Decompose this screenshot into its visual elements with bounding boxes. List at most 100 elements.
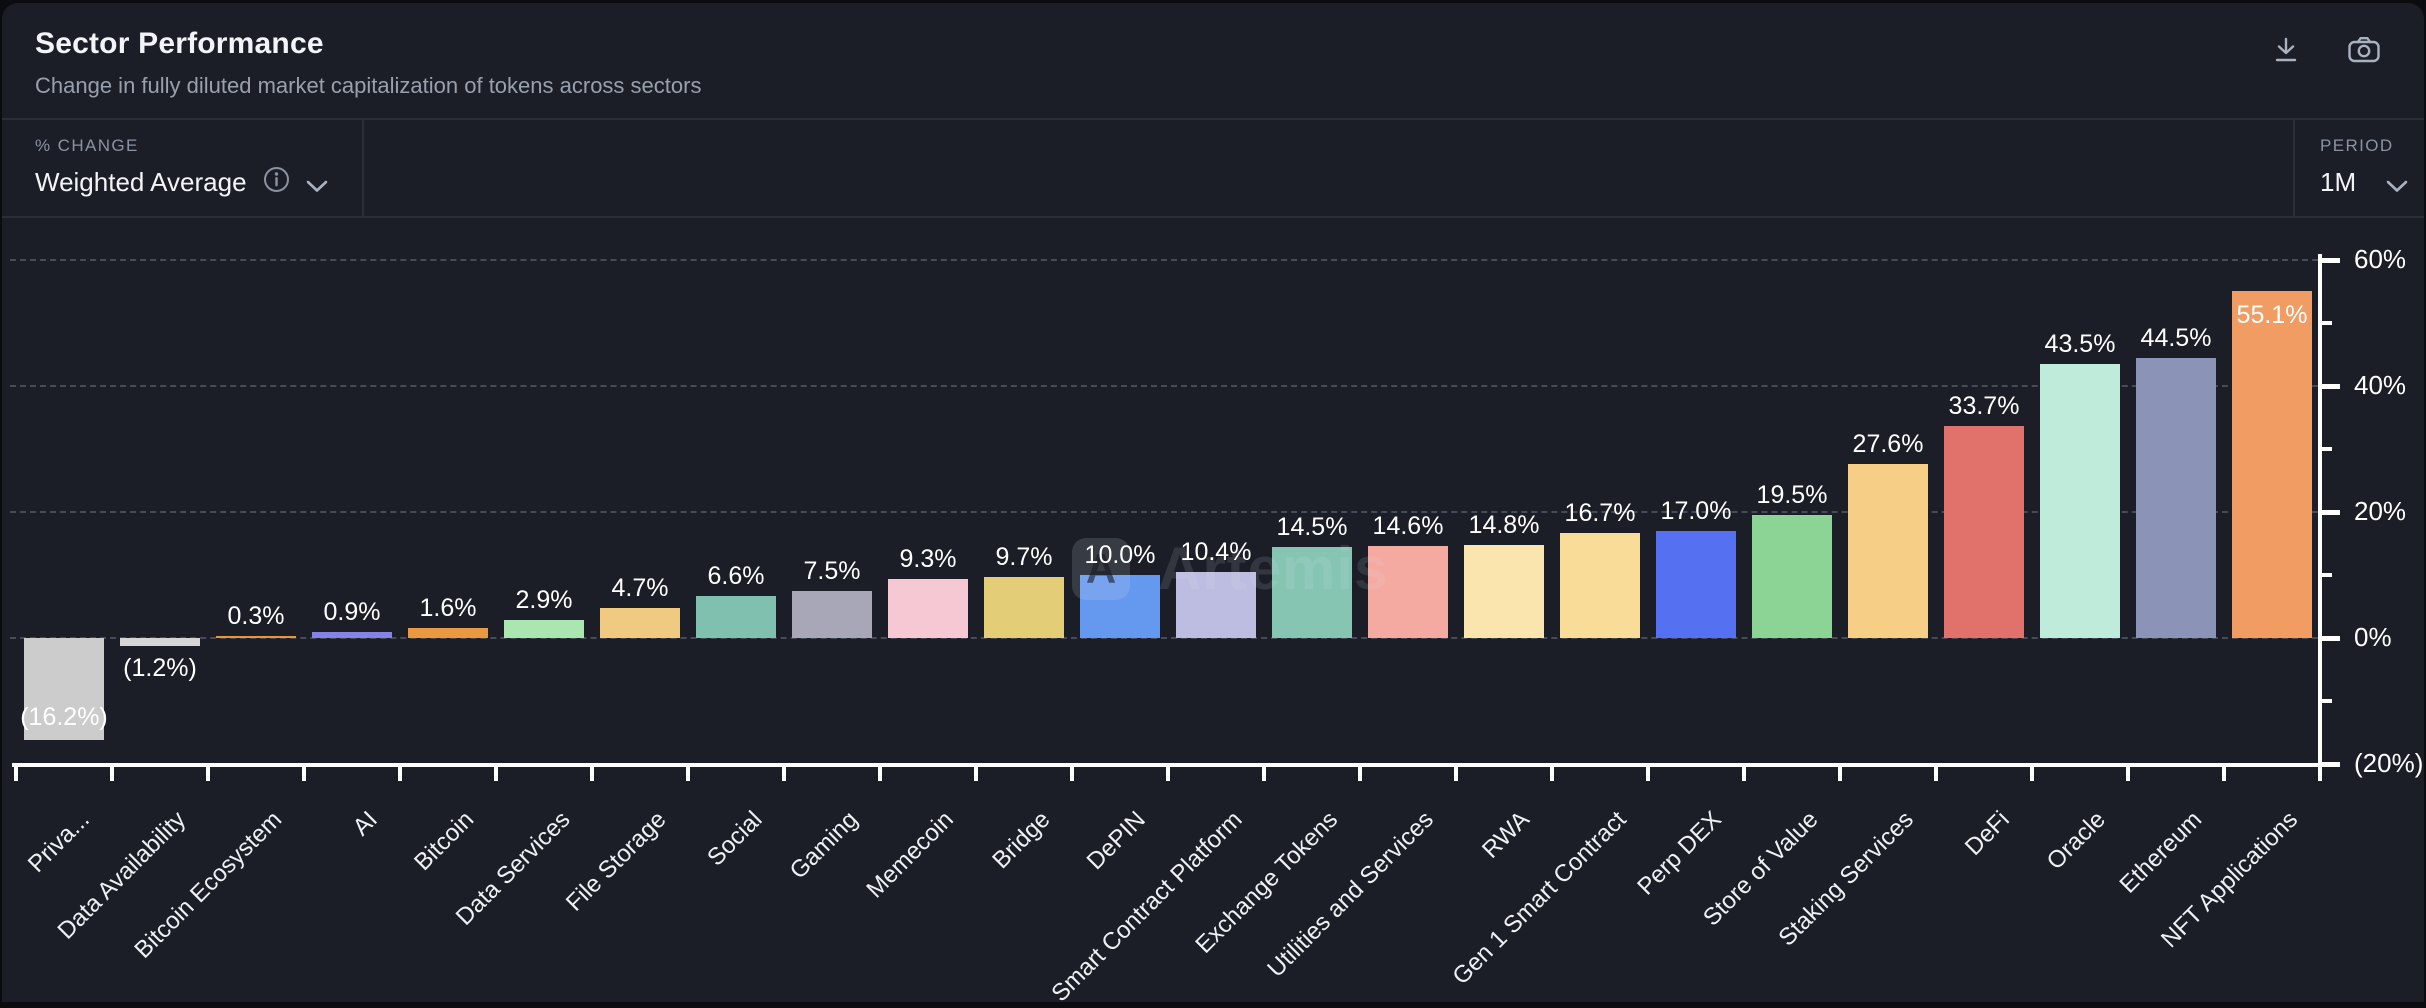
y-axis-tick [2320,510,2340,515]
x-axis-category-label: Bridge [986,806,1056,875]
x-axis-category-label: Priva... [23,806,96,878]
bar-value-label: 14.6% [1372,512,1444,541]
bar-value-label: 0.9% [323,598,381,627]
bar-value-label: 27.6% [1852,430,1924,459]
x-axis-tick [494,765,498,781]
x-axis-category-label: Smart Contract Platform [1045,806,1248,1008]
screenshot-button[interactable] [2344,31,2384,71]
x-axis-tick [1838,765,1842,781]
y-axis-tick-label: (20%) [2354,748,2424,778]
chart-bar[interactable] [1848,464,1928,638]
x-axis-tick [1646,765,1650,781]
chart-bar[interactable] [120,638,200,646]
chart-bar[interactable] [600,608,680,638]
chart-bar[interactable] [1944,425,2024,638]
x-axis-category-label: Gaming [784,806,864,885]
chart-bar[interactable] [2136,357,2216,638]
chart-bar[interactable] [312,632,392,638]
y-axis-minor-tick [2320,573,2332,577]
x-axis-tick [686,765,690,781]
x-axis-tick [782,765,786,781]
gridline [10,637,2318,639]
bar-value-label: 9.7% [995,542,1053,571]
x-axis-category-label: AI [347,806,384,842]
chart-bar[interactable] [984,576,1064,638]
chart-bar[interactable] [2232,290,2312,638]
chart-bar[interactable] [1560,532,1640,638]
camera-icon [2346,34,2382,69]
pct-change-control: % CHANGE Weighted Average [2,120,364,216]
x-axis-tick [2030,765,2034,781]
bar-value-label: 1.6% [419,593,477,622]
chart-bar[interactable] [792,590,872,638]
x-axis-category-label: Gen 1 Smart Contract [1446,806,1632,991]
pct-change-value: Weighted Average [35,167,247,197]
x-axis-tick [974,765,978,781]
y-axis-tick-label: 60% [2354,244,2407,274]
chart-bar[interactable] [1368,546,1448,638]
x-axis-category-label: Bitcoin [409,806,480,877]
y-axis-tick-label: 0% [2354,622,2392,652]
x-axis-tick [878,765,882,781]
x-axis-tick [14,765,18,781]
x-axis-category-label: Social [701,806,768,872]
download-button[interactable] [2266,31,2306,71]
bar-value-label: 9.3% [899,545,957,574]
x-axis-tick [590,765,594,781]
chart-bar[interactable] [696,596,776,638]
x-axis-category-label: RWA [1477,806,1536,864]
chevron-down-icon [2386,169,2408,200]
bar-value-label: 17.0% [1660,496,1732,525]
chart-bar[interactable] [2040,363,2120,638]
pct-change-label: % CHANGE [35,136,139,155]
page-title: Sector Performance [35,27,324,60]
header-titles: Sector Performance Change in fully dilut… [35,27,701,99]
x-axis-tick [1070,765,1074,781]
bar-value-label: 10.0% [1084,541,1156,569]
chart-bar[interactable] [504,619,584,638]
period-control: PERIOD 1M [2293,120,2424,216]
chart-bar[interactable] [1464,544,1544,638]
x-axis-tick [1550,765,1554,781]
gridline [10,511,2318,513]
x-axis-tick [398,765,402,781]
period-dropdown[interactable]: 1M [2320,165,2424,200]
x-axis-tick [1262,765,1266,781]
bar-value-label: 44.5% [2140,323,2212,352]
x-axis-tick [302,765,306,781]
x-axis-category-label: Oracle [2042,806,2112,876]
gridline [10,385,2318,387]
x-axis-tick [1934,765,1938,781]
y-axis-tick [2320,258,2340,263]
y-axis-tick-label: 20% [2354,496,2407,526]
chevron-down-icon [306,169,328,200]
chart-bar[interactable] [1656,530,1736,638]
chart-bar[interactable] [216,636,296,638]
x-axis-tick [2222,765,2226,781]
x-axis-category-label: Ethereum [2114,806,2208,899]
header-actions [2266,31,2384,71]
bar-value-label: 19.5% [1756,481,1828,510]
period-label: PERIOD [2320,136,2394,155]
bar-value-label: 14.5% [1276,512,1348,541]
y-axis-minor-tick [2320,321,2332,325]
bar-value-label: 16.7% [1564,498,1636,527]
chart-bar[interactable] [1272,546,1352,638]
chart-bar[interactable] [1752,515,1832,638]
pct-change-dropdown[interactable]: Weighted Average [35,165,362,200]
y-axis-tick-label: 40% [2354,370,2407,400]
y-axis-line [2318,254,2322,780]
chart-bar[interactable] [1176,572,1256,638]
bar-value-label: 2.9% [515,585,573,614]
chart-bar[interactable] [24,638,104,741]
y-axis-minor-tick [2320,699,2332,703]
y-axis-tick [2320,762,2340,767]
chart-bar[interactable] [888,579,968,638]
info-icon[interactable] [263,166,290,200]
bar-value-label: 14.8% [1468,510,1540,539]
chart-bar[interactable] [408,627,488,638]
bar-value-label: (16.2%) [20,703,108,732]
x-axis-tick [1166,765,1170,781]
download-icon [2270,34,2302,69]
chart-bar[interactable] [1080,575,1160,638]
